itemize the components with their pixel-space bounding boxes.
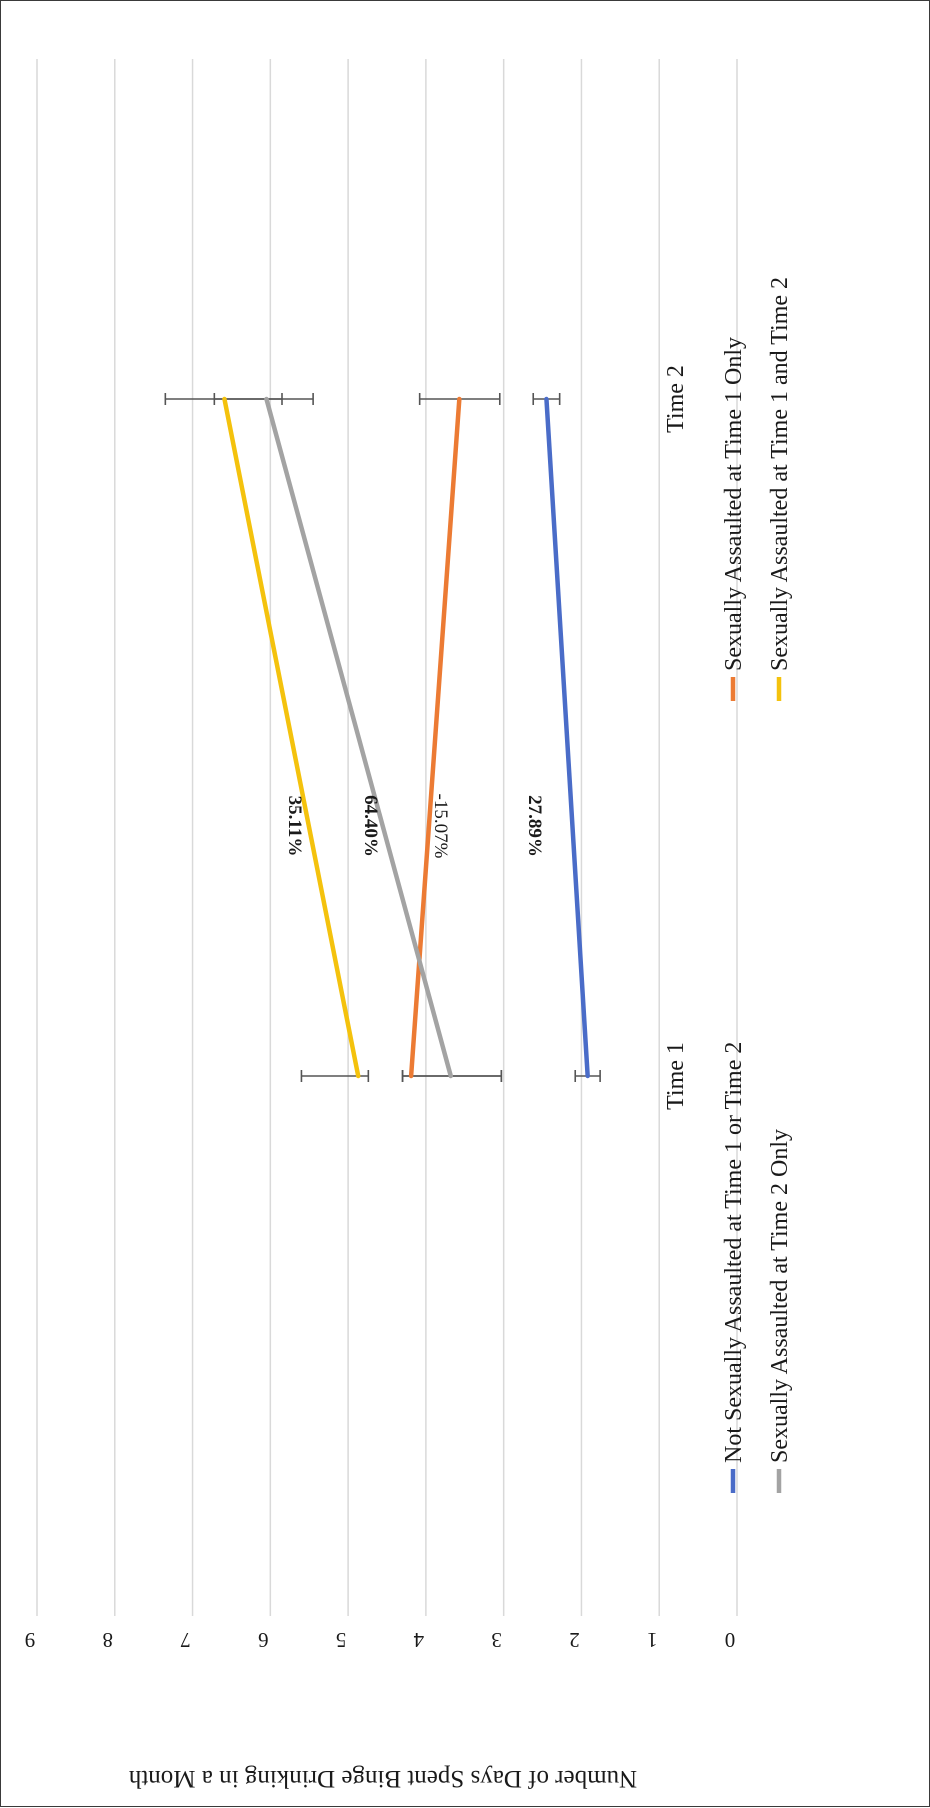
x-axis-categories: Time 1 Time 2 bbox=[663, 365, 689, 1110]
series-line-2 bbox=[408, 396, 462, 1079]
y-tick-label-2: 2 bbox=[569, 1628, 580, 1652]
y-tick-label-5: 5 bbox=[336, 1628, 347, 1652]
series-line-3 bbox=[264, 396, 454, 1079]
y-tick-label-9: 9 bbox=[25, 1628, 36, 1652]
change-label-1: 27.89% bbox=[524, 795, 545, 857]
y-tick-label-3: 3 bbox=[491, 1628, 502, 1652]
series-line-1 bbox=[544, 396, 590, 1079]
y-tick-label-0: 0 bbox=[725, 1628, 736, 1652]
y-axis-title: Number of Days Spent Binge Drinking in a… bbox=[128, 1765, 637, 1792]
y-tick-label-8: 8 bbox=[103, 1628, 114, 1652]
y-tick-label-1: 1 bbox=[647, 1628, 658, 1652]
y-tick-label-6: 6 bbox=[258, 1628, 269, 1652]
y-axis-ticks: 0 1 2 3 4 5 6 7 8 9 bbox=[25, 1628, 736, 1652]
change-label-4: 35.11% bbox=[284, 796, 305, 857]
change-label-2: -15.07% bbox=[430, 794, 451, 859]
change-labels: 27.89% -15.07% 64.40% 35.11% bbox=[284, 794, 545, 859]
legend-label-2: Sexually Assaulted at Time 1 Only bbox=[721, 337, 747, 671]
y-tick-label-4: 4 bbox=[413, 1628, 424, 1652]
change-label-3: 64.40% bbox=[360, 795, 381, 857]
legend-label-3: Sexually Assaulted at Time 2 Only bbox=[767, 1129, 793, 1463]
legend-label-4: Sexually Assaulted at Time 1 and Time 2 bbox=[767, 277, 793, 671]
x-category-1: Time 1 bbox=[663, 1042, 689, 1110]
error-bars bbox=[164, 393, 601, 1082]
series-lines bbox=[222, 396, 590, 1079]
x-category-2: Time 2 bbox=[663, 365, 689, 433]
y-tick-label-7: 7 bbox=[180, 1628, 191, 1652]
series-line-4 bbox=[222, 396, 361, 1079]
legend-label-1: Not Sexually Assaulted at Time 1 or Time… bbox=[721, 1042, 747, 1463]
legend: Not Sexually Assaulted at Time 1 or Time… bbox=[721, 277, 793, 1493]
